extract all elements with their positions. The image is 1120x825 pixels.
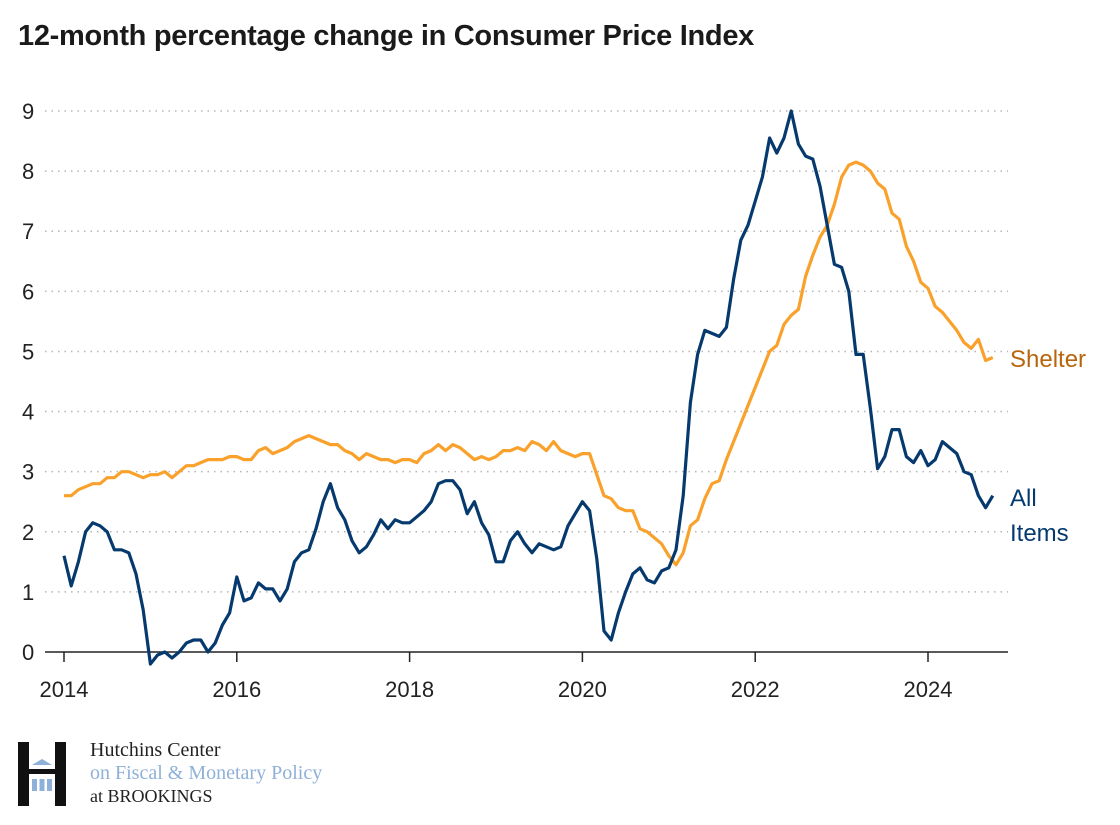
x-tick-label: 2014 (40, 677, 89, 702)
series-line-shelter (64, 160, 994, 567)
x-tick-label: 2020 (558, 677, 607, 702)
series-lines (62, 109, 995, 666)
hutchins-center-logo: Hutchins Center on Fiscal & Monetary Pol… (18, 739, 358, 810)
x-tick-label: 2018 (385, 677, 434, 702)
x-axis-ticks: 2014 2016 2018 2020 2022 2024 (40, 652, 953, 702)
hutchins-h-icon (18, 742, 66, 806)
chart-title: 12-month percentage change in Consumer P… (18, 20, 754, 52)
y-tick-label: 5 (22, 339, 34, 364)
series-label-shelter: Shelter (1010, 346, 1086, 373)
y-tick-label: 7 (22, 219, 34, 244)
y-tick-label: 6 (22, 279, 34, 304)
x-tick-label: 2022 (731, 677, 780, 702)
x-tick-label: 2016 (212, 677, 261, 702)
logo-line1: Hutchins Center (90, 739, 221, 761)
series-label-all-items-line2: Items (1010, 520, 1069, 547)
y-tick-label: 8 (22, 159, 34, 184)
series-label-all-items-line1: All (1010, 485, 1037, 512)
gridlines (45, 110, 1008, 593)
y-axis-ticks: 0 1 2 3 4 5 6 7 8 9 (22, 99, 34, 665)
logo-line3: at BROOKINGS (90, 786, 213, 806)
y-tick-label: 1 (22, 580, 34, 605)
logo-line2: on Fiscal & Monetary Policy (90, 762, 323, 784)
y-tick-label: 0 (22, 640, 34, 665)
y-tick-label: 4 (22, 400, 34, 425)
y-tick-label: 3 (22, 460, 34, 485)
line-chart: 0 1 2 3 4 5 6 7 8 9 2014 2016 2018 2020 2022 2024 Shel… (22, 99, 1086, 702)
y-tick-label: 9 (22, 99, 34, 124)
series-line-all-items (62, 109, 995, 666)
y-tick-label: 2 (22, 520, 34, 545)
x-tick-label: 2024 (904, 677, 953, 702)
